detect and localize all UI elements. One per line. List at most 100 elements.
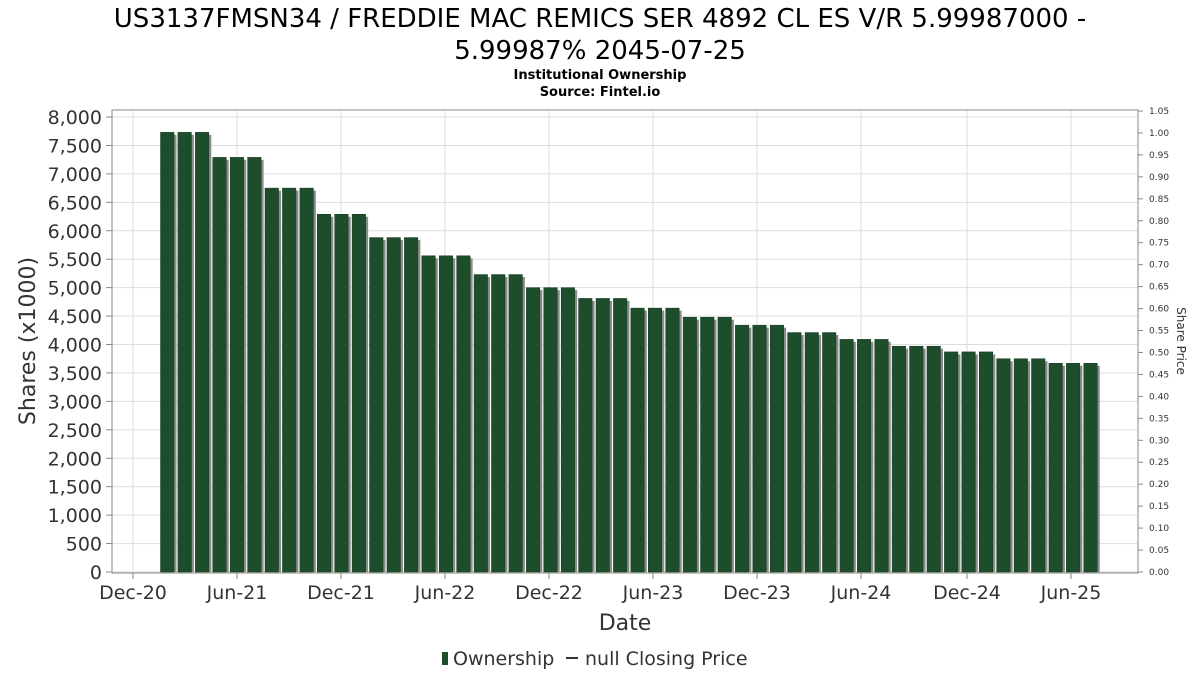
ownership-bar bbox=[317, 214, 332, 573]
x-tick-label: Dec-21 bbox=[307, 582, 375, 604]
ownership-bar bbox=[961, 351, 976, 573]
y2-tick-label: 0.30 bbox=[1149, 436, 1169, 446]
y2-tick-label: 0.35 bbox=[1149, 414, 1169, 424]
ownership-bar bbox=[526, 287, 541, 573]
y-tick-label: 5,000 bbox=[48, 278, 102, 300]
legend-ownership-label: Ownership bbox=[453, 648, 554, 670]
y2-tick-label: 1.05 bbox=[1149, 107, 1169, 117]
ownership-bar bbox=[177, 132, 192, 573]
x-tick-label: Dec-24 bbox=[933, 582, 1001, 604]
ownership-bar bbox=[299, 187, 314, 573]
y2-tick-label: 0.75 bbox=[1149, 239, 1169, 249]
y2-tick-label: 0.70 bbox=[1149, 261, 1169, 271]
ownership-bar bbox=[804, 332, 819, 573]
ownership-bar bbox=[926, 345, 941, 573]
ownership-bar bbox=[769, 324, 784, 573]
y-tick-label: 1,000 bbox=[48, 505, 102, 527]
x-tick-label: Jun-23 bbox=[622, 582, 684, 604]
y-tick-label: 8,000 bbox=[48, 107, 102, 129]
y2-tick-label: 0.80 bbox=[1149, 217, 1169, 227]
ownership-bar bbox=[508, 274, 523, 573]
ownership-bar bbox=[874, 339, 889, 573]
y-tick-label: 3,000 bbox=[48, 391, 102, 413]
y-tick-label: 4,500 bbox=[48, 306, 102, 328]
y-tick-label: 2,000 bbox=[48, 448, 102, 470]
y2-tick-label: 0.20 bbox=[1149, 480, 1169, 490]
y2-tick-label: 0.40 bbox=[1149, 392, 1169, 402]
y-tick-label: 7,500 bbox=[48, 135, 102, 157]
ownership-bar bbox=[857, 339, 872, 573]
ownership-bar bbox=[595, 298, 610, 573]
ownership-bar bbox=[456, 255, 471, 573]
ownership-bar bbox=[421, 255, 436, 573]
ownership-bar bbox=[1048, 363, 1063, 573]
ownership-bar bbox=[752, 324, 767, 573]
y-tick-label: 5,500 bbox=[48, 249, 102, 271]
ownership-bar bbox=[438, 255, 453, 573]
ownership-bar bbox=[247, 157, 262, 573]
y-tick-label: 6,000 bbox=[48, 221, 102, 243]
y-tick-label: 3,500 bbox=[48, 363, 102, 385]
ownership-bar bbox=[996, 358, 1011, 573]
ownership-bar bbox=[369, 237, 384, 573]
ownership-bar bbox=[630, 307, 645, 573]
plot-frame bbox=[111, 109, 1139, 574]
ownership-bar bbox=[682, 316, 697, 573]
y-tick-label: 1,500 bbox=[48, 477, 102, 499]
ownership-bar bbox=[473, 274, 488, 573]
ownership-bar bbox=[212, 157, 227, 573]
y2-tick-label: 0.65 bbox=[1149, 283, 1169, 293]
ownership-bar bbox=[1031, 358, 1046, 573]
ownership-bar bbox=[787, 332, 802, 573]
ownership-bar bbox=[543, 287, 558, 573]
x-tick-label: Dec-22 bbox=[515, 582, 583, 604]
y2-tick-label: 0.25 bbox=[1149, 458, 1169, 468]
legend-closing-price-label: null Closing Price bbox=[585, 648, 748, 670]
y2-tick-label: 0.55 bbox=[1149, 327, 1169, 337]
ownership-bar bbox=[264, 187, 279, 573]
x-tick-label: Dec-23 bbox=[723, 582, 791, 604]
chart-title-line-2: 5.99987% 2045-07-25 bbox=[454, 36, 746, 66]
ownership-bar bbox=[717, 316, 732, 573]
ownership-bar bbox=[700, 316, 715, 573]
y2-tick-label: 1.00 bbox=[1149, 129, 1169, 139]
x-tick-label: Jun-21 bbox=[206, 582, 268, 604]
ownership-bar bbox=[351, 214, 366, 573]
y-tick-label: 2,500 bbox=[48, 420, 102, 442]
y2-tick-label: 0.05 bbox=[1149, 546, 1169, 556]
ownership-bar bbox=[978, 351, 993, 573]
ownership-bar bbox=[578, 298, 593, 573]
chart-title-line-1: US3137FMSN34 / FREDDIE MAC REMICS SER 48… bbox=[113, 4, 1087, 34]
y-tick-label: 4,000 bbox=[48, 335, 102, 357]
x-tick-label: Jun-24 bbox=[830, 582, 892, 604]
ownership-bar bbox=[229, 157, 244, 573]
y2-tick-label: 0.95 bbox=[1149, 151, 1169, 161]
x-tick-label: Jun-25 bbox=[1040, 582, 1102, 604]
ownership-bar bbox=[909, 345, 924, 573]
y2-tick-label: 0.45 bbox=[1149, 370, 1169, 380]
ownership-bar bbox=[891, 345, 906, 573]
ownership-bar bbox=[560, 287, 575, 573]
ownership-bar bbox=[491, 274, 506, 573]
ownership-bar bbox=[282, 187, 297, 573]
y-tick-label: 500 bbox=[66, 534, 102, 556]
y2-tick-label: 0.10 bbox=[1149, 524, 1169, 534]
ownership-bar bbox=[1013, 358, 1028, 573]
ownership-bar bbox=[613, 298, 628, 573]
y-tick-label: 6,500 bbox=[48, 192, 102, 214]
ownership-bar bbox=[160, 132, 175, 573]
ownership-bar bbox=[839, 339, 854, 573]
x-tick-label: Dec-20 bbox=[99, 582, 167, 604]
y-axis-title: Shares (x1000) bbox=[16, 257, 41, 425]
ownership-bar bbox=[822, 332, 837, 573]
y2-axis-title: Share Price bbox=[1174, 307, 1188, 375]
legend-ownership-swatch bbox=[442, 652, 448, 665]
y2-tick-label: 0.90 bbox=[1149, 173, 1169, 183]
ownership-bar bbox=[386, 237, 401, 573]
ownership-bar bbox=[334, 214, 349, 573]
chart-source: Source: Fintel.io bbox=[539, 85, 661, 100]
ownership-bar bbox=[1083, 363, 1098, 573]
chart-subtitle: Institutional Ownership bbox=[513, 68, 687, 83]
ownership-bar bbox=[195, 132, 210, 573]
